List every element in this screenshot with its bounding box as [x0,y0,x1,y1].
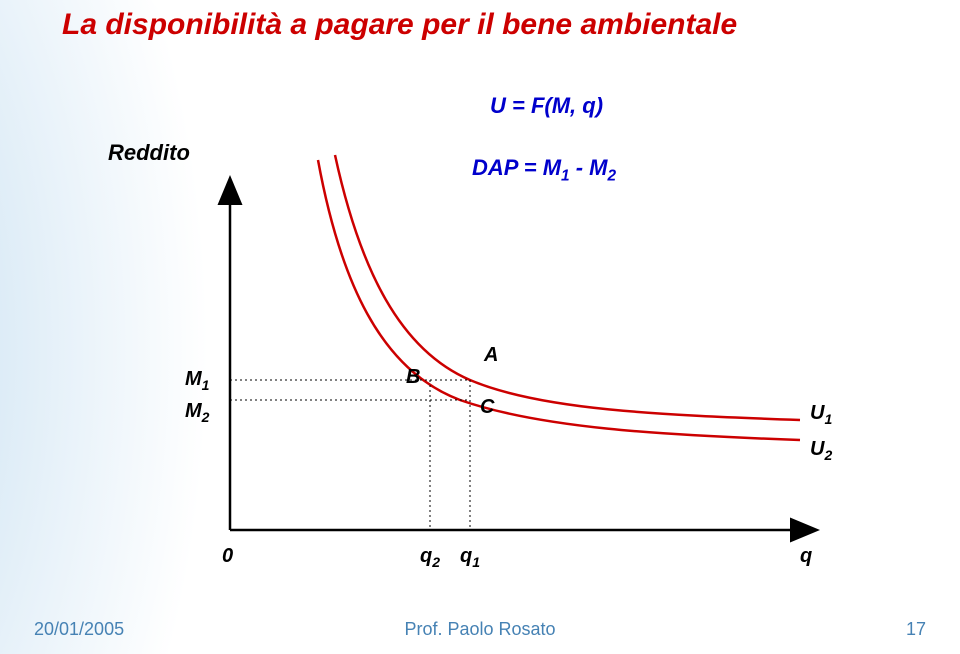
label-C: C [480,396,494,419]
label-M1: M1 [185,368,209,393]
footer-author: Prof. Paolo Rosato [0,619,960,640]
label-U1: U1 [810,402,832,427]
equation-dap: DAP = M1 - M2 [472,155,616,185]
label-M2: M2 [185,400,209,425]
y-axis-label: Reddito [108,140,190,166]
page-title: La disponibilità a pagare per il bene am… [62,8,737,42]
label-q2: q2 [420,545,440,570]
label-B: B [406,366,420,389]
label-U2: U2 [810,438,832,463]
footer-page: 17 [906,619,926,640]
label-q1: q1 [460,545,480,570]
equation-utility: U = F(M, q) [490,93,603,119]
curve-u2 [318,160,800,440]
label-q: q [800,545,812,568]
label-origin: 0 [222,545,233,568]
label-A: A [484,344,498,367]
curve-u1 [335,155,800,420]
